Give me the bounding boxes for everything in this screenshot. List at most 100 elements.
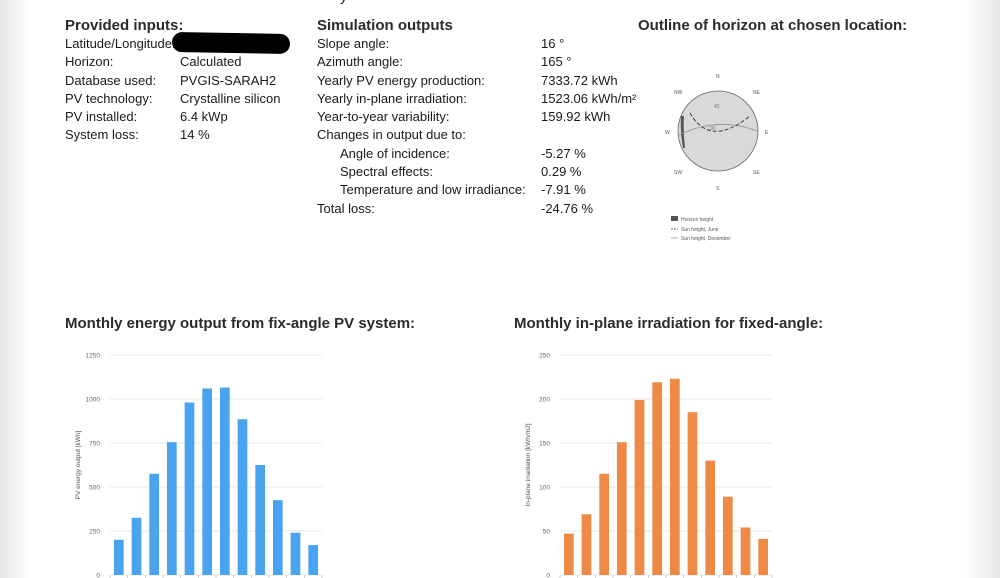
bar-aug bbox=[687, 412, 698, 575]
compass-n: N bbox=[716, 74, 720, 80]
output-label: Yearly PV energy production: bbox=[317, 72, 485, 88]
sun-path-june bbox=[689, 112, 751, 132]
input-label: PV installed: bbox=[65, 109, 138, 125]
input-row: System loss: 14 % bbox=[65, 126, 305, 144]
input-row: Database used: PVGIS-SARAH2 bbox=[65, 72, 305, 90]
y-axis-label: In-plane irradiation [kWh/m2] bbox=[525, 423, 532, 506]
compass-nw: NW bbox=[674, 90, 683, 96]
input-label: PV technology: bbox=[65, 90, 153, 106]
bar-nov bbox=[740, 527, 751, 575]
page-edge-shadow-right bbox=[965, 0, 1000, 578]
input-value: Calculated bbox=[180, 54, 242, 70]
provided-inputs-heading: Provided inputs: bbox=[65, 17, 184, 34]
bar-jul bbox=[219, 387, 230, 575]
output-label: Changes in output due to: bbox=[317, 127, 466, 143]
provided-inputs-list: Latitude/Longitude: Horizon: Calculated Dat… bbox=[65, 35, 305, 145]
input-value: PVGIS-SARAH2 bbox=[180, 72, 277, 88]
output-label: Yearly in-plane irradiation: bbox=[317, 90, 467, 106]
output-row: Changes in output due to: bbox=[317, 126, 647, 144]
output-value: -24.76 % bbox=[541, 200, 594, 216]
bar-apr bbox=[616, 442, 627, 575]
energy-chart-title: Monthly energy output from fix-angle PV … bbox=[65, 315, 416, 332]
bar-jun bbox=[652, 382, 663, 575]
compass-ne: NE bbox=[753, 90, 761, 96]
y-tick-label: 750 bbox=[89, 441, 100, 448]
output-label: Year-to-year variability: bbox=[317, 109, 450, 125]
irradiation-chart-title: Monthly in-plane irradiation for fixed-a… bbox=[514, 315, 824, 332]
y-tick-label: 200 bbox=[539, 397, 550, 404]
bar-may bbox=[184, 402, 195, 575]
output-row: Angle of incidence: -5.27 % bbox=[317, 145, 647, 163]
bar-mar bbox=[149, 473, 160, 575]
input-label: Database used: bbox=[65, 72, 157, 88]
simulation-outputs-list: Slope angle: 16 ° Azimuth angle: 165 ° Yearl… bbox=[317, 35, 647, 218]
output-row: Slope angle: 16 ° bbox=[317, 35, 647, 53]
bar-sep bbox=[705, 460, 716, 575]
elevation-label-90: 90 bbox=[710, 126, 716, 132]
y-tick-label: 100 bbox=[539, 485, 550, 492]
output-row: Azimuth angle: 165 ° bbox=[317, 53, 647, 71]
legend-swatch-horizon bbox=[671, 216, 678, 221]
y-tick-label: 250 bbox=[89, 529, 100, 536]
legend-sun-june: Sun height, June bbox=[681, 227, 719, 233]
legend-sun-december: Sun height, December bbox=[681, 236, 731, 242]
elevation-label-45: 45 bbox=[714, 104, 720, 110]
output-label: Azimuth angle: bbox=[317, 54, 403, 70]
output-label: Total loss: bbox=[317, 200, 375, 216]
input-row: Horizon: Calculated bbox=[65, 53, 305, 71]
simulation-outputs-heading: Simulation outputs bbox=[317, 17, 453, 34]
legend-horizon-height: Horizon height bbox=[681, 217, 714, 223]
input-label: Latitude/Longitude: bbox=[65, 36, 176, 51]
output-row: Yearly in-plane irradiation: 1523.06 kWh/… bbox=[317, 90, 647, 108]
bar-may bbox=[634, 399, 645, 575]
compass-s: S bbox=[716, 186, 720, 192]
bar-feb bbox=[131, 517, 142, 575]
bar-sep bbox=[255, 465, 266, 575]
bar-apr bbox=[166, 442, 177, 575]
bar-oct bbox=[272, 500, 283, 575]
bar-jan bbox=[113, 539, 124, 575]
horizon-diagram: 45 90 N NE E SE S SW W NW Horizon height… bbox=[665, 74, 769, 242]
output-value: -7.91 % bbox=[541, 182, 586, 198]
y-tick-label: 0 bbox=[546, 573, 550, 578]
compass-sw: SW bbox=[674, 170, 682, 176]
bar-jan bbox=[563, 533, 574, 575]
compass-e: E bbox=[765, 130, 769, 136]
input-label: Horizon: bbox=[65, 54, 114, 70]
output-value: 7333.72 kWh bbox=[541, 72, 618, 88]
y-tick-label: 1000 bbox=[86, 397, 101, 404]
input-value: Crystalline silicon bbox=[180, 90, 281, 106]
energy-output-chart: 0 250 500 750 1000 1250 PV energy output [kWh] bbox=[75, 353, 323, 578]
horizon-heading: Outline of horizon at chosen location: bbox=[638, 17, 908, 34]
y-tick-label: 250 bbox=[539, 353, 550, 360]
bar-dec bbox=[758, 538, 769, 575]
compass-w: W bbox=[665, 130, 670, 136]
input-row: PV technology: Crystalline silicon bbox=[65, 90, 305, 108]
input-value: 14 % bbox=[180, 127, 210, 143]
y-axis-label: PV energy output [kWh] bbox=[75, 430, 82, 499]
output-label: Slope angle: bbox=[317, 36, 390, 51]
output-label: Angle of incidence: bbox=[340, 145, 450, 161]
input-row: PV installed: 6.4 kWp bbox=[65, 108, 305, 126]
compass-se: SE bbox=[753, 170, 760, 176]
sun-path-december bbox=[678, 123, 758, 136]
output-row: Spectral effects: 0.29 % bbox=[317, 163, 647, 181]
output-row: Yearly PV energy production: 7333.72 kWh bbox=[317, 72, 647, 90]
output-row: Temperature and low irradiance: -7.91 % bbox=[317, 181, 647, 199]
output-value: 159.92 kWh bbox=[541, 109, 611, 125]
page-edge-shadow-left bbox=[0, 0, 30, 578]
bar-dec bbox=[308, 545, 319, 575]
bar-oct bbox=[722, 496, 733, 575]
irradiation-chart: 0 50 100 150 200 250 In-plane irradiation [kWh… bbox=[525, 353, 773, 578]
input-label: System loss: bbox=[65, 127, 139, 143]
bar-jun bbox=[202, 388, 213, 575]
output-value: 0.29 % bbox=[541, 164, 582, 180]
input-value: 6.4 kWp bbox=[180, 109, 228, 125]
bar-aug bbox=[237, 419, 248, 575]
y-tick-label: 50 bbox=[543, 529, 551, 536]
output-value: 1523.06 kWh/m² bbox=[541, 90, 637, 106]
redacted-coordinates bbox=[171, 31, 291, 55]
bar-jul bbox=[669, 378, 680, 575]
horizon-height-shape bbox=[680, 116, 685, 148]
